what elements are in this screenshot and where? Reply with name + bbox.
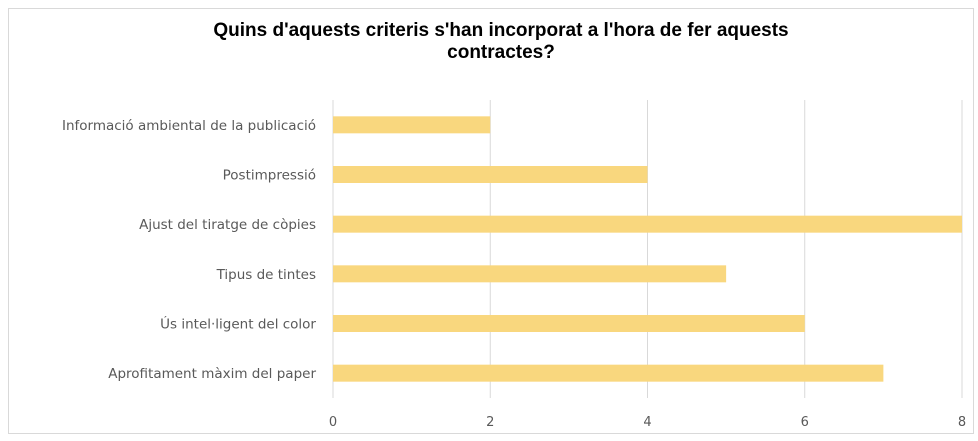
category-label: Postimpressió [223,168,316,184]
bar [333,215,962,233]
bars [333,116,962,382]
bar [333,364,884,382]
category-label: Tipus de tintes [216,267,316,283]
x-tick-label: 2 [486,415,494,430]
bar [333,265,727,283]
gridlines [332,100,963,398]
bar [333,116,491,134]
category-label: Informació ambiental de la publicació [62,118,316,134]
category-label: Ajust del tiratge de còpies [139,217,316,233]
chart-title-line-1: Quins d'aquests criteris s'han incorpora… [213,20,789,41]
x-axis-ticks: 0 2 4 6 8 [329,415,966,430]
chart-title-line-2: contractes? [447,42,555,63]
bar [333,315,805,332]
category-label: Aprofitament màxim del paper [108,366,316,382]
x-tick-label: 4 [643,415,651,430]
chart-title: Quins d'aquests criteris s'han incorpora… [0,20,978,64]
x-tick-label: 8 [958,415,966,430]
category-labels: Informació ambiental de la publicació Pos… [62,118,316,382]
bar [333,166,648,183]
x-tick-label: 0 [329,415,337,430]
category-label: Ús intel·ligent del color [160,315,316,333]
x-tick-label: 6 [801,415,809,430]
